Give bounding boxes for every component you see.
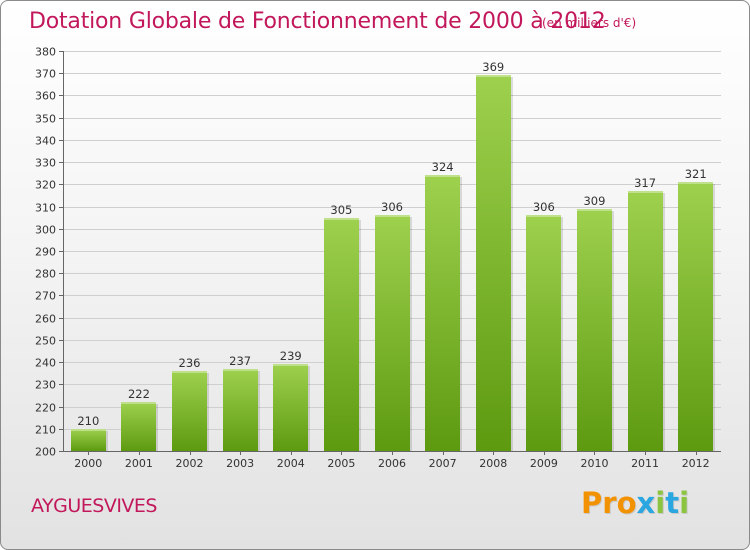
bar-value-label: 324 [432, 160, 454, 174]
y-tick-label: 210 [35, 424, 56, 437]
bar [577, 209, 612, 451]
bar-top-highlight [71, 429, 106, 431]
logo-letter: t [665, 486, 680, 520]
y-tick-label: 340 [35, 135, 56, 148]
labels: 200 210 220 230 240 250 260 270 280 290 300 310 320 3… [35, 46, 710, 471]
y-tick-label: 240 [35, 357, 56, 370]
y-tick-label: 300 [35, 224, 56, 237]
proxiti-logo: Proxiti [581, 486, 689, 520]
bar-value-label: 321 [685, 167, 707, 181]
bar-value-label: 236 [179, 356, 201, 370]
x-tick-label: 2001 [125, 457, 153, 470]
x-tick-label: 2003 [226, 457, 254, 470]
y-tick-label: 380 [35, 46, 56, 59]
chart-title: Dotation Globale de Fonctionnement de 20… [29, 9, 606, 34]
y-tick-label: 270 [35, 290, 56, 303]
bar-top-highlight [273, 364, 308, 366]
y-tick-label: 290 [35, 246, 56, 259]
bar-top-highlight [577, 209, 612, 211]
x-tick-label: 2004 [277, 457, 305, 470]
logo-letter: P [581, 486, 603, 520]
bar-value-label: 237 [229, 354, 251, 368]
y-tick-label: 230 [35, 379, 56, 392]
bar-top-highlight [678, 182, 713, 184]
bar [425, 175, 460, 451]
bar [375, 215, 410, 451]
logo-letter: x [636, 486, 656, 520]
bar-value-label: 210 [77, 414, 99, 428]
x-tick-label: 2005 [327, 457, 355, 470]
logo-letter: o [616, 486, 637, 520]
bar-top-highlight [121, 402, 156, 404]
commune-name: AYGUESVIVES [31, 495, 158, 517]
bar-value-label: 305 [330, 203, 352, 217]
bar-value-label: 306 [533, 200, 555, 214]
x-tick-label: 2010 [580, 457, 608, 470]
bar [71, 429, 106, 451]
bar [172, 371, 207, 451]
x-tick-label: 2006 [378, 457, 406, 470]
bar-top-highlight [425, 175, 460, 177]
bars [71, 75, 715, 451]
y-tick-label: 310 [35, 202, 56, 215]
x-tick-label: 2002 [176, 457, 204, 470]
bar-top-highlight [526, 215, 561, 217]
y-tick-label: 260 [35, 313, 56, 326]
bar [273, 364, 308, 451]
y-tick-label: 370 [35, 68, 56, 81]
y-tick-label: 350 [35, 113, 56, 126]
x-tick-label: 2008 [479, 457, 507, 470]
bar [678, 182, 713, 451]
y-tick-label: 330 [35, 157, 56, 170]
bar-top-highlight [223, 369, 258, 371]
logo-letter: i [679, 486, 690, 520]
y-tick-label: 250 [35, 335, 56, 348]
bar [628, 191, 663, 451]
bar-top-highlight [324, 218, 359, 220]
bar-top-highlight [628, 191, 663, 193]
bar-value-label: 239 [280, 349, 302, 363]
x-tick-label: 2012 [682, 457, 710, 470]
bar-top-highlight [172, 371, 207, 373]
x-tick-label: 2009 [530, 457, 558, 470]
bar [223, 369, 258, 451]
bar [476, 75, 511, 451]
bar-value-label: 222 [128, 387, 150, 401]
y-tick-label: 280 [35, 268, 56, 281]
y-tick-label: 220 [35, 402, 56, 415]
bar-value-label: 306 [381, 200, 403, 214]
bar-value-label: 317 [634, 176, 656, 190]
bar [526, 215, 561, 451]
logo-letter: i [655, 486, 666, 520]
logo-letter: r [602, 486, 617, 520]
y-tick-label: 360 [35, 90, 56, 103]
x-tick-label: 2000 [74, 457, 102, 470]
bar [121, 402, 156, 451]
y-tick-label: 200 [35, 446, 56, 459]
bar-top-highlight [476, 75, 511, 77]
bar-value-label: 369 [482, 60, 504, 74]
y-tick-label: 320 [35, 179, 56, 192]
bar-top-highlight [375, 215, 410, 217]
axes [59, 51, 721, 455]
chart-subtitle: (en milliers d'€) [542, 16, 637, 30]
bar-value-label: 309 [583, 194, 605, 208]
x-tick-label: 2011 [631, 457, 659, 470]
x-tick-label: 2007 [429, 457, 457, 470]
bar [324, 218, 359, 451]
